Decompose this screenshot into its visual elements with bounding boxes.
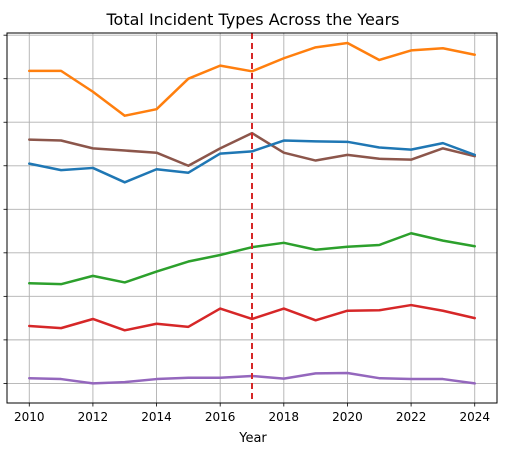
series-line-1: [28, 41, 476, 117]
chart-title: Total Incident Types Across the Years: [105, 10, 399, 29]
x-tick-label-2022: 2022: [396, 410, 427, 424]
series-line-3: [28, 139, 476, 184]
x-gridlines: [28, 33, 476, 403]
y-gridlines: [3, 34, 497, 384]
x-tick-label-2014: 2014: [141, 410, 172, 424]
x-tick-label-2024: 2024: [459, 410, 490, 424]
x-tick-label-2010: 2010: [14, 410, 45, 424]
x-tick-label-2018: 2018: [269, 410, 300, 424]
x-axis-label: Year: [238, 431, 267, 446]
x-axis-ticks: 2010 2012 2014 2016 2018 2020 2022 2024: [14, 403, 490, 424]
x-tick-label-2020: 2020: [332, 410, 363, 424]
x-tick-label-2012: 2012: [78, 410, 109, 424]
x-tick-label-2016: 2016: [205, 410, 236, 424]
plot-frame: [6, 32, 498, 404]
